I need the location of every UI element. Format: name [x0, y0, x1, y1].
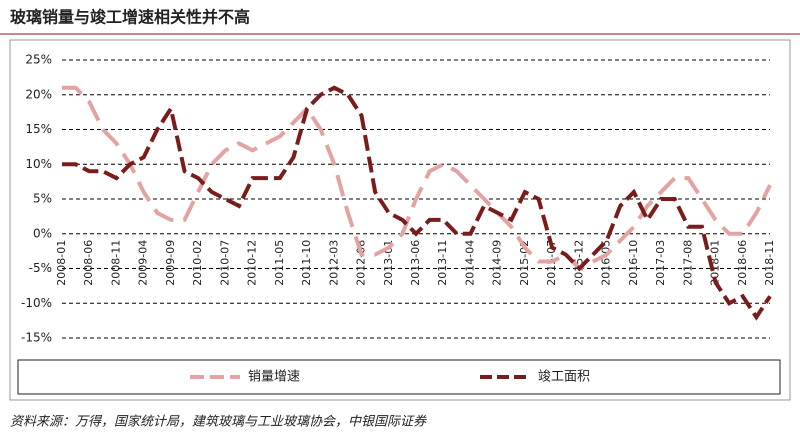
x-tick-label: 2011-10 [300, 240, 313, 286]
x-tick-label: 2012-03 [327, 240, 340, 286]
chart-title: 玻璃销量与竣工增速相关性并不高 [10, 8, 250, 27]
x-tick-label: 2011-05 [273, 240, 286, 286]
y-tick-label: 5% [33, 192, 52, 206]
y-tick-label: -10% [21, 296, 52, 310]
x-tick-label: 2012-08 [355, 240, 368, 286]
x-tick-label: 2008-06 [82, 240, 95, 286]
y-tick-label: 25% [25, 53, 52, 67]
series-line [62, 85, 772, 271]
x-tick-label: 2009-09 [164, 240, 177, 286]
legend-label: 销量增速 [248, 370, 300, 385]
series-line [62, 85, 772, 321]
x-tick-label: 2013-11 [436, 240, 449, 286]
x-tick-label: 2013-06 [409, 240, 422, 286]
x-tick-label: 2014-04 [463, 240, 476, 286]
x-tick-label: 2008-01 [55, 240, 68, 286]
chart-frame [9, 39, 791, 401]
y-tick-label: -5% [29, 261, 52, 275]
y-tick-label: 15% [25, 122, 52, 136]
legend-box [17, 359, 781, 395]
x-tick-label: 2018-06 [736, 240, 749, 286]
y-tick-label: 20% [25, 87, 52, 101]
x-tick-label: 2009-04 [137, 240, 150, 286]
x-tick-label: 2016-10 [627, 240, 640, 286]
x-tick-label: 2018-11 [763, 240, 776, 286]
x-tick-label: 2008-11 [109, 240, 122, 286]
x-tick-label: 2017-08 [681, 240, 694, 286]
x-tick-label: 2017-03 [654, 240, 667, 286]
x-tick-label: 2014-09 [491, 240, 504, 286]
y-tick-label: 0% [33, 226, 52, 240]
x-tick-label: 2015-12 [572, 240, 585, 286]
x-tick-label: 2010-12 [246, 240, 259, 286]
x-tick-label: 2010-07 [218, 240, 231, 286]
source-note: 资料来源：万得，国家统计局，建筑玻璃与工业玻璃协会，中银国际证券 [10, 414, 427, 430]
y-tick-label: 10% [25, 157, 52, 171]
y-tick-label: -15% [21, 331, 52, 345]
x-tick-label: 2018-01 [709, 240, 722, 286]
x-tick-label: 2010-02 [191, 240, 204, 286]
legend-label: 竣工面积 [538, 370, 590, 385]
